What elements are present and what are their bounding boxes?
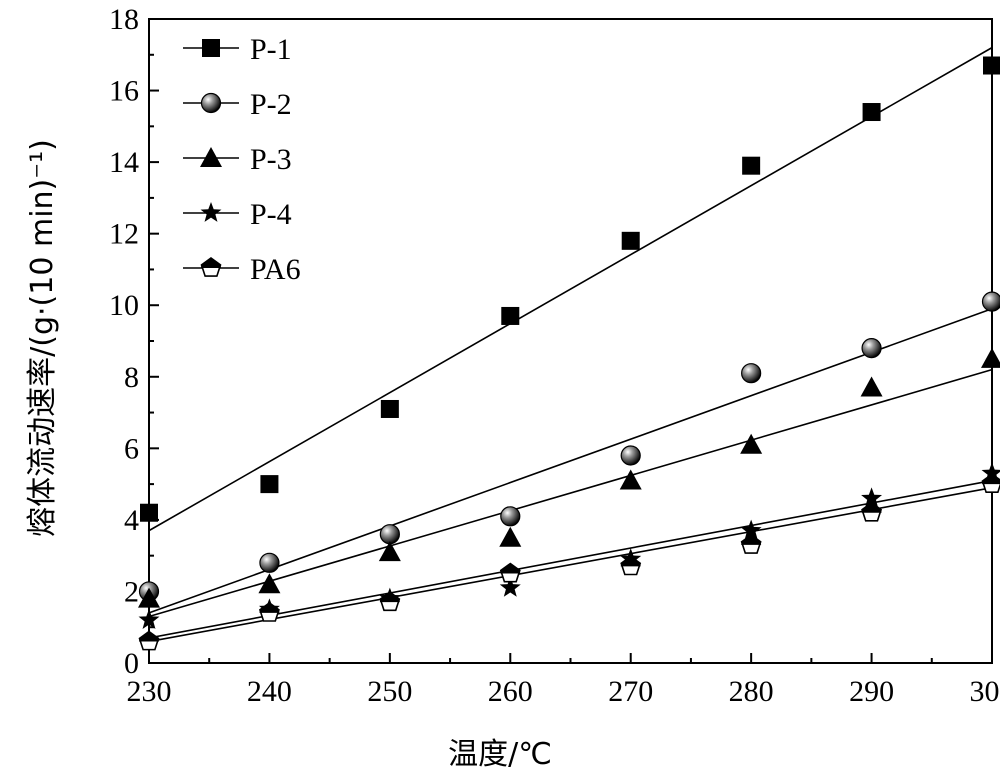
legend-marker <box>200 202 222 222</box>
p-2-point <box>741 363 762 384</box>
x-tick-label: 260 <box>488 675 533 708</box>
pa6-point <box>138 630 160 651</box>
pentagon-top-fill <box>259 602 280 613</box>
y-tick-label: 4 <box>124 504 139 537</box>
legend-marker <box>200 257 222 277</box>
p-3-point <box>981 347 1000 368</box>
pa6-fit-line <box>148 486 993 643</box>
p-4-point <box>138 609 160 629</box>
p-4-point <box>740 519 762 540</box>
pentagon-top-fill <box>741 534 762 545</box>
p-1-point <box>983 56 1000 75</box>
p-3-point <box>860 376 883 397</box>
pentagon-top-fill <box>982 474 1000 485</box>
legend-item-p-4: P-4 <box>183 198 292 231</box>
legend-label: P-1 <box>250 33 292 66</box>
x-axis: 230 240 250 260 270 280 290 300 <box>127 653 1000 708</box>
p-2-series <box>138 291 1000 602</box>
legend-item-pa6: PA6 <box>183 253 301 286</box>
pa6-point <box>981 473 1000 494</box>
pentagon-top-fill <box>500 563 521 574</box>
p-3-point <box>619 469 642 490</box>
pentagon-top-fill <box>201 258 221 268</box>
x-tick-label: 240 <box>247 675 292 708</box>
pa6-point <box>740 533 762 554</box>
x-tick-label: 290 <box>849 675 894 708</box>
p-3-point <box>258 573 281 594</box>
p-3-series <box>138 347 1000 608</box>
y-tick-label: 18 <box>109 3 139 36</box>
pentagon-top-fill <box>139 631 159 642</box>
legend-marker <box>200 147 222 167</box>
pentagon-top-fill <box>379 592 400 603</box>
legend-item-p-1: P-1 <box>183 33 292 66</box>
y-axis: 0 2 4 6 8 10 12 14 16 18 <box>109 3 159 680</box>
pa6-point <box>499 562 521 583</box>
y-tick-label: 6 <box>124 432 139 465</box>
p-1-point <box>380 399 399 418</box>
x-tick-label: 280 <box>729 675 774 708</box>
legend-item-p-3: P-3 <box>183 143 292 176</box>
p-4-point <box>499 576 521 597</box>
p-1-point <box>501 306 520 325</box>
p-2-fit-line <box>148 308 993 614</box>
legend-label: P-3 <box>250 143 292 176</box>
y-tick-label: 10 <box>109 289 139 322</box>
p-1-point <box>862 103 881 122</box>
x-axis-title: 温度/℃ <box>448 737 552 772</box>
pa6-point <box>620 555 642 576</box>
legend-marker <box>200 92 222 114</box>
p-2-point <box>620 445 641 466</box>
p-2-point <box>379 524 400 545</box>
y-tick-label: 16 <box>109 75 139 108</box>
p-1-point <box>742 156 761 175</box>
y-tick-label: 8 <box>124 361 139 394</box>
y-axis-title: 熔体流动速率/(g·(10 min)⁻¹) <box>25 139 60 537</box>
legend-label: PA6 <box>250 253 301 286</box>
p-1-point <box>621 231 640 250</box>
pa6-point <box>379 591 401 612</box>
y-tick-label: 2 <box>124 575 139 608</box>
p-3-point <box>740 433 763 454</box>
p-3-point <box>138 587 160 608</box>
pentagon-top-fill <box>620 556 641 567</box>
p-3-fit-line <box>148 368 993 618</box>
p-2-point <box>500 506 521 527</box>
p-3-point <box>378 541 401 562</box>
p-4-fit-line <box>148 479 993 639</box>
p-2-point <box>981 291 1000 312</box>
p-1-point <box>140 503 158 522</box>
legend-item-p-2: P-2 <box>183 88 292 121</box>
x-tick-label: 270 <box>608 675 653 708</box>
x-tick-label: 300 <box>970 675 1000 708</box>
legend-marker <box>202 39 220 57</box>
p-2-point <box>861 338 882 359</box>
p-2-point <box>259 552 280 573</box>
pentagon-top-fill <box>861 502 882 513</box>
pa6-point <box>258 601 280 622</box>
p-1-fit-line <box>148 46 993 532</box>
p-1-point <box>260 475 279 494</box>
x-tick-label: 230 <box>127 675 172 708</box>
legend-label: P-2 <box>250 88 292 121</box>
y-tick-label: 12 <box>109 218 139 251</box>
legend: P-1 P-2 P-3 P-4 PA6 <box>183 33 301 286</box>
fit-lines <box>148 46 993 643</box>
data-points <box>138 56 1000 651</box>
y-tick-label: 0 <box>124 647 139 680</box>
p-1-series <box>140 56 1000 522</box>
p-3-point <box>499 526 522 547</box>
pa6-point <box>861 501 883 522</box>
p-4-point <box>861 487 883 508</box>
y-tick-label: 14 <box>109 146 139 179</box>
pa6-series <box>138 473 1000 651</box>
legend-label: P-4 <box>250 198 292 231</box>
x-tick-label: 250 <box>367 675 412 708</box>
